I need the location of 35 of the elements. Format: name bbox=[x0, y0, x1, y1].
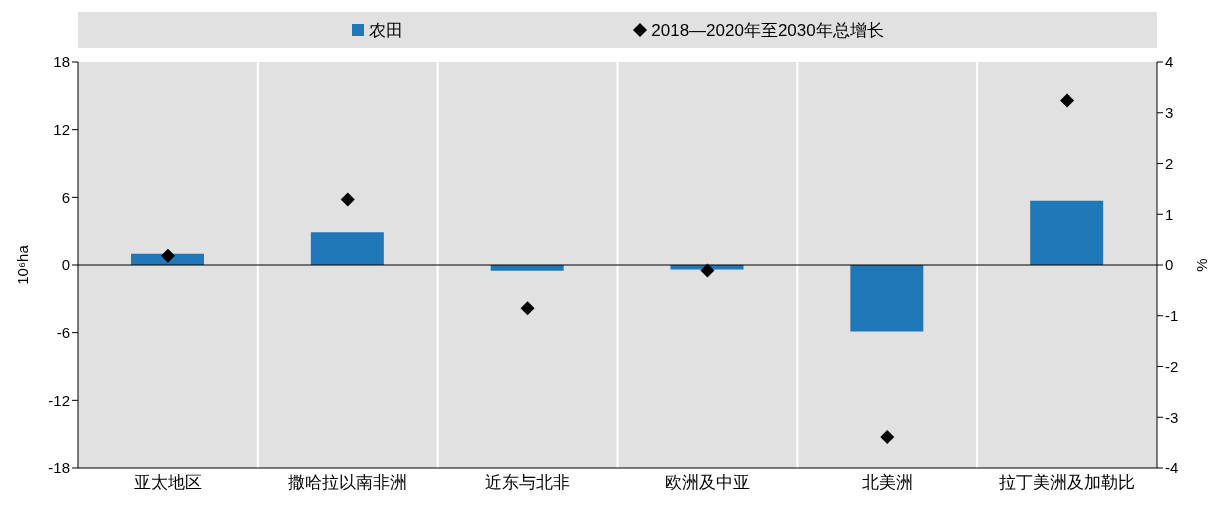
y2-tick-label: 2 bbox=[1165, 154, 1174, 172]
y2-tick-label: 4 bbox=[1165, 53, 1174, 71]
x-tick-label: 拉丁美洲及加勒比 bbox=[999, 473, 1136, 493]
bar bbox=[1030, 200, 1104, 265]
y2-tick-label: -3 bbox=[1165, 408, 1179, 426]
y-tick-label: 12 bbox=[53, 120, 70, 138]
point bbox=[160, 248, 175, 263]
y2-tick-label: 0 bbox=[1165, 256, 1174, 274]
x-tick-label: 近东与北非 bbox=[485, 473, 571, 493]
y-tick-label: -6 bbox=[56, 323, 70, 341]
y2-tick-label: 1 bbox=[1165, 205, 1174, 223]
y2-tick-label: -4 bbox=[1165, 459, 1179, 477]
y2-axis-title: % bbox=[1193, 258, 1211, 272]
x-tick-label: 撒哈拉以南非洲 bbox=[288, 473, 408, 493]
x-tick-label: 欧洲及中亚 bbox=[664, 473, 750, 493]
y2-tick-label: -1 bbox=[1165, 307, 1179, 325]
y2-tick-label: 3 bbox=[1165, 104, 1174, 122]
y-tick-label: 6 bbox=[61, 188, 70, 206]
point bbox=[340, 192, 355, 207]
bar bbox=[850, 265, 924, 332]
point bbox=[1060, 93, 1075, 108]
point bbox=[880, 430, 895, 445]
y-tick-label: -12 bbox=[48, 391, 70, 409]
point bbox=[700, 263, 715, 278]
y2-tick-label: -2 bbox=[1165, 357, 1179, 375]
y-axis-title: 10⁶ha bbox=[14, 244, 32, 285]
y-tick-label: 18 bbox=[53, 53, 70, 71]
y-tick-label: 0 bbox=[61, 256, 70, 274]
legend-label: 2018—2020年至2030年总增长 bbox=[651, 19, 884, 42]
x-tick-label: 北美洲 bbox=[861, 473, 913, 493]
point bbox=[520, 301, 535, 316]
x-tick-label: 亚太地区 bbox=[133, 473, 202, 493]
legend-label: 农田 bbox=[369, 19, 404, 42]
y-tick-label: -18 bbox=[48, 459, 70, 477]
bar bbox=[310, 232, 384, 265]
